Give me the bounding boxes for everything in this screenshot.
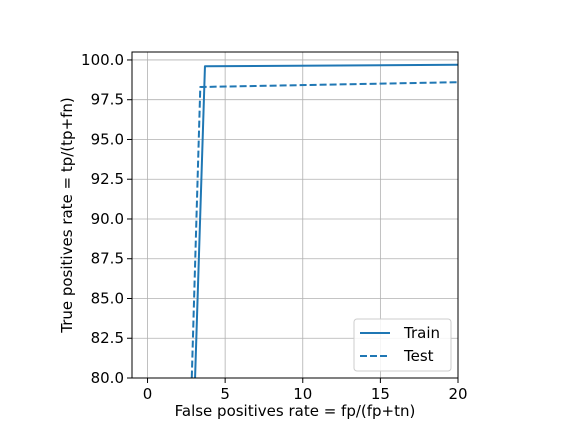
y-tick-label: 92.5 [91, 170, 124, 188]
legend-label-train: Train [403, 324, 440, 342]
x-tick-label: 0 [143, 385, 153, 403]
x-tick-label: 5 [220, 385, 230, 403]
y-tick-label: 80.0 [91, 369, 124, 387]
y-tick-label: 82.5 [91, 329, 124, 347]
x-tick-label: 20 [448, 385, 467, 403]
legend: Train Test [354, 319, 451, 371]
y-axis-label: True positives rate = tp/(tp+fn) [58, 97, 76, 334]
x-tick-label: 10 [293, 385, 312, 403]
y-tick-label: 90.0 [91, 210, 124, 228]
legend-label-test: Test [403, 347, 434, 365]
y-tick-label: 87.5 [91, 250, 124, 268]
x-axis-label: False positives rate = fp/(fp+tn) [175, 402, 416, 420]
y-tick-label: 85.0 [91, 289, 124, 307]
x-tick-label: 15 [371, 385, 390, 403]
y-tick-label: 95.0 [91, 130, 124, 148]
y-tick-label: 97.5 [91, 91, 124, 109]
y-tick-label: 100.0 [81, 51, 124, 69]
